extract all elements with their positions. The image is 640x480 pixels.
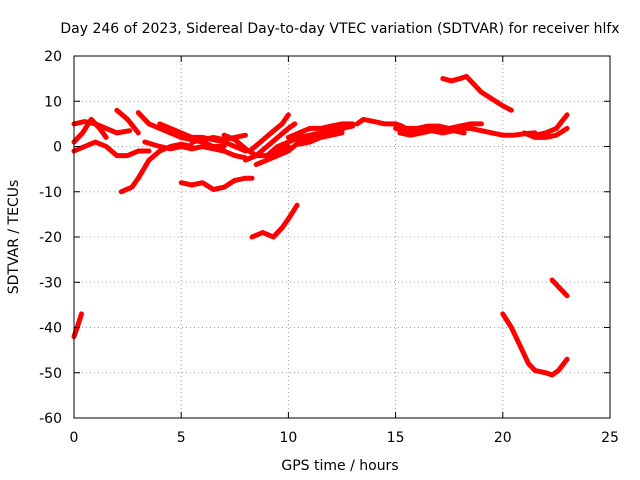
series-s24 [440, 73, 514, 113]
y-tick-label: 0 [53, 140, 62, 156]
y-axis-label: SDTVAR / TECUs [6, 180, 22, 295]
series-s25 [500, 311, 570, 378]
series-s19 [296, 130, 345, 147]
chart-title: Day 246 of 2023, Sidereal Day-to-day VTE… [60, 21, 619, 37]
series-s17 [264, 128, 345, 159]
series-s3 [71, 116, 109, 145]
y-tick-label: -10 [39, 185, 62, 201]
series-s26 [521, 125, 570, 140]
data-series [71, 73, 570, 378]
x-tick-label: 10 [279, 430, 297, 446]
series-s7 [135, 110, 227, 149]
y-tick-label: -50 [39, 366, 62, 382]
series-s8 [142, 139, 248, 161]
series-s27 [532, 112, 570, 138]
tick-labels: 0 5 10 15 20 25 -60 -50 -40 -30 -20 -10 0 10 20 [39, 49, 619, 446]
series-s14 [247, 112, 291, 154]
series-s23 [397, 128, 467, 138]
series-s11 [189, 132, 248, 145]
x-tick-label: 5 [177, 430, 186, 446]
series-s18 [285, 121, 356, 140]
x-tick-label: 25 [601, 430, 619, 446]
series-s22 [393, 121, 484, 131]
x-tick-label: 0 [70, 430, 79, 446]
series-s15 [249, 202, 300, 240]
series-s10 [178, 175, 255, 192]
series-s13 [243, 121, 298, 163]
y-tick-label: 10 [44, 94, 62, 110]
x-axis-label: GPS time / hours [281, 458, 398, 474]
y-tick-label: -40 [39, 321, 62, 337]
x-tick-label: 15 [387, 430, 405, 446]
y-tick-label: -60 [39, 411, 62, 427]
x-tick-label: 20 [494, 430, 512, 446]
y-tick-label: 20 [44, 49, 62, 65]
series-s5 [114, 107, 141, 136]
axis-ticks [73, 55, 611, 419]
y-tick-label: -20 [39, 230, 62, 246]
series-s28 [549, 277, 570, 299]
series-s1 [71, 311, 84, 340]
y-tick-label: -30 [39, 275, 62, 291]
grid [74, 56, 610, 418]
series-s4 [71, 139, 152, 159]
